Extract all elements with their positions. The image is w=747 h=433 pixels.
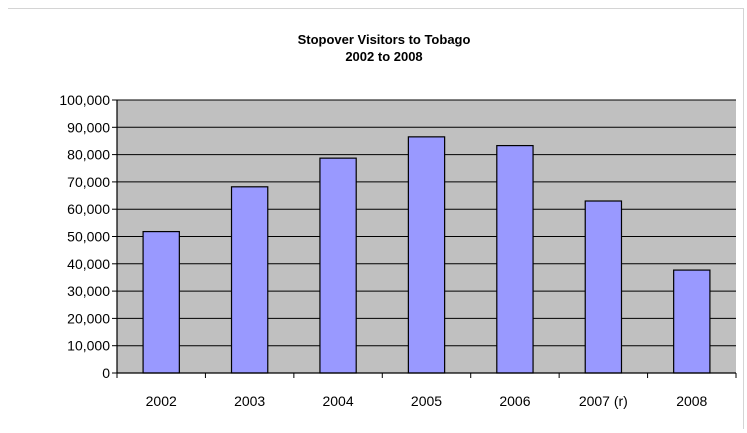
x-tick-label: 2005: [411, 393, 442, 409]
chart-title: Stopover Visitors to Tobago: [298, 32, 471, 47]
bar: [230, 186, 269, 374]
y-tick-label: 0: [102, 365, 110, 381]
axes: [116, 100, 737, 378]
bar: [496, 144, 534, 374]
bar: [142, 230, 180, 374]
y-tick-label: 80,000: [67, 147, 110, 163]
bar: [673, 269, 711, 374]
bar: [584, 200, 623, 374]
y-tick-label: 40,000: [67, 256, 110, 272]
bar: [319, 157, 357, 374]
x-tick-label: 2007 (r): [579, 393, 628, 409]
chart-frame: [8, 8, 744, 429]
bars: [142, 136, 711, 374]
x-tick-label: 2004: [322, 393, 353, 409]
chart-subtitle: 2002 to 2008: [345, 49, 422, 64]
y-tick-label: 10,000: [67, 338, 110, 354]
x-tick-label: 2002: [146, 393, 177, 409]
x-tick-label: 2006: [499, 393, 530, 409]
x-tick-label: 2003: [234, 393, 265, 409]
x-tick-labels: 2002 2003 2004 2005 2006 2007 (r) 2008: [146, 393, 708, 409]
x-tick-label: 2008: [676, 393, 707, 409]
y-tick-label: 30,000: [67, 283, 110, 299]
y-tick-label: 70,000: [67, 174, 110, 190]
y-tick-label: 90,000: [67, 119, 110, 135]
y-tick-labels: 0 10,000 20,000 30,000 40,000 50,000 60,000 70,…: [59, 92, 110, 381]
y-tick-label: 50,000: [67, 229, 110, 245]
y-tick-label: 60,000: [67, 201, 110, 217]
bar: [407, 136, 446, 374]
y-tick-label: 100,000: [59, 92, 110, 108]
y-tick-label: 20,000: [67, 310, 110, 326]
